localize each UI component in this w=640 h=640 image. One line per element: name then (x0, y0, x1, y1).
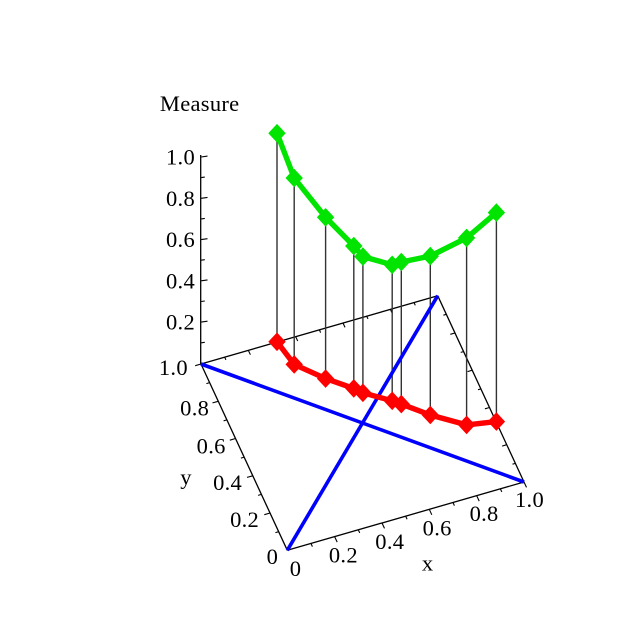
svg-text:0.2: 0.2 (230, 507, 259, 532)
svg-text:0: 0 (290, 556, 302, 581)
svg-text:Measure: Measure (160, 91, 240, 116)
svg-text:1.0: 1.0 (159, 355, 188, 380)
svg-text:0.6: 0.6 (166, 227, 195, 252)
svg-text:0.4: 0.4 (213, 470, 242, 495)
svg-text:0.6: 0.6 (197, 433, 226, 458)
svg-text:x: x (422, 550, 434, 575)
svg-text:0.8: 0.8 (180, 396, 209, 421)
svg-text:0.4: 0.4 (375, 529, 404, 554)
svg-text:0.2: 0.2 (329, 542, 358, 567)
svg-text:0: 0 (267, 544, 279, 569)
svg-text:0.4: 0.4 (166, 268, 195, 293)
svg-text:1.0: 1.0 (166, 145, 195, 170)
svg-text:0.6: 0.6 (423, 515, 452, 540)
svg-text:1.0: 1.0 (515, 487, 544, 512)
svg-text:0.2: 0.2 (166, 310, 195, 335)
svg-text:y: y (180, 464, 192, 489)
svg-text:0.8: 0.8 (166, 186, 195, 211)
svg-text:0.8: 0.8 (470, 501, 499, 526)
